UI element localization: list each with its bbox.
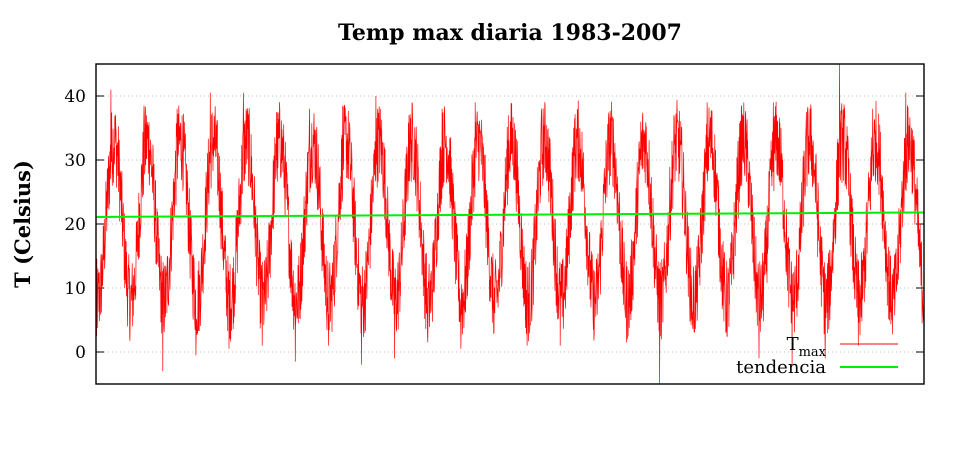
series-tendencia-line <box>95 211 925 218</box>
y-tick-label: 0 <box>75 343 86 363</box>
chart-title: Temp max diaria 1983-2007 <box>338 20 682 46</box>
series-tmax-line <box>95 63 925 385</box>
legend-label-tmax-main: T <box>787 334 799 355</box>
legend: Tmax tendencia <box>736 334 898 378</box>
plot-area <box>95 63 925 385</box>
legend-label-tmax-sub: max <box>799 345 827 360</box>
y-axis-label: T (Celsius) <box>10 160 35 288</box>
legend-label-tmax: Tmax <box>787 334 827 360</box>
y-tick-label: 30 <box>64 151 86 171</box>
y-ticks: 0 10 20 30 40 <box>64 87 924 363</box>
y-tick-label: 10 <box>64 279 86 299</box>
y-tick-label: 20 <box>64 215 86 235</box>
plot-frame <box>95 63 925 385</box>
y-tick-label: 40 <box>64 87 86 107</box>
legend-label-tendencia: tendencia <box>736 357 826 378</box>
